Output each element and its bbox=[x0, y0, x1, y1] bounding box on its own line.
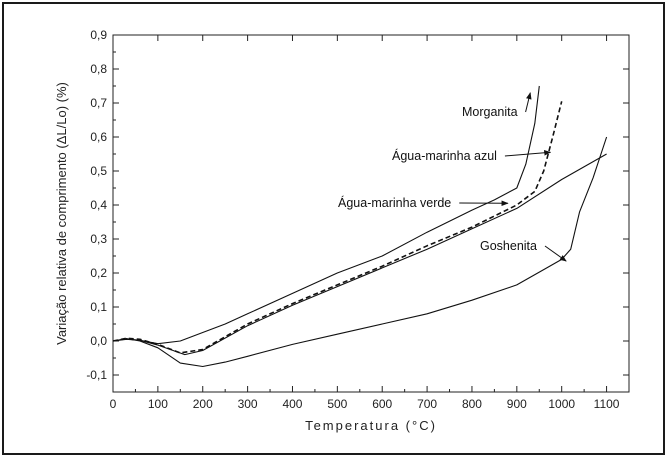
y-tick-label: 0,3 bbox=[90, 232, 107, 246]
x-tick-label: 200 bbox=[193, 397, 213, 411]
annotation-label: Goshenita bbox=[480, 239, 537, 253]
annotation-arrow bbox=[544, 245, 567, 262]
y-tick-label: 0,7 bbox=[90, 96, 107, 110]
x-tick-label: 500 bbox=[327, 397, 347, 411]
annotation-arrow bbox=[504, 150, 552, 157]
series-line-morganita bbox=[112, 85, 540, 345]
annotations: Morganita Água-marinha azul Água-marinha v… bbox=[338, 92, 567, 262]
y-tick-label: 0,2 bbox=[90, 266, 107, 280]
series-line--gua-marinha-verde bbox=[112, 153, 607, 356]
y-tick-label: 0,9 bbox=[90, 28, 107, 42]
annotation-label: Água-marinha azul bbox=[392, 148, 497, 163]
x-tick-label: 800 bbox=[462, 397, 482, 411]
x-tick-label: 600 bbox=[372, 397, 392, 411]
plot-area bbox=[112, 34, 630, 393]
x-axis-title: Temperatura (°C) bbox=[305, 418, 437, 433]
y-tick-label: 0,8 bbox=[90, 62, 107, 76]
annotation-arrow bbox=[525, 92, 532, 113]
x-tick-label: 700 bbox=[417, 397, 437, 411]
y-tick-label: 0,0 bbox=[90, 334, 107, 348]
x-tick-label: 1000 bbox=[548, 397, 575, 411]
axis-ticks: 0 100 200 300 400 500 600 700 800 900 1000 1100 -0,1… bbox=[86, 28, 629, 411]
series-line--gua-marinha-azul bbox=[112, 101, 563, 354]
annotation-label: Água-marinha verde bbox=[338, 195, 451, 210]
x-tick-label: 1100 bbox=[594, 397, 620, 411]
x-tick-label: 300 bbox=[238, 397, 258, 411]
x-tick-label: 100 bbox=[148, 397, 168, 411]
y-axis-title: Variação relativa de comprimento (ΔL/Lo)… bbox=[54, 82, 69, 345]
y-tick-label: 0,5 bbox=[90, 164, 107, 178]
x-tick-label: 900 bbox=[507, 397, 527, 411]
y-tick-label: 0,1 bbox=[90, 300, 107, 314]
y-tick-label: 0,4 bbox=[90, 198, 107, 212]
x-tick-label: 0 bbox=[110, 397, 117, 411]
series-line-goshenita bbox=[112, 136, 608, 368]
y-tick-label: -0,1 bbox=[86, 368, 107, 382]
y-tick-label: 0,6 bbox=[90, 130, 107, 144]
annotation-label: Morganita bbox=[462, 105, 518, 119]
x-tick-label: 400 bbox=[282, 397, 302, 411]
series-lines bbox=[112, 85, 608, 368]
